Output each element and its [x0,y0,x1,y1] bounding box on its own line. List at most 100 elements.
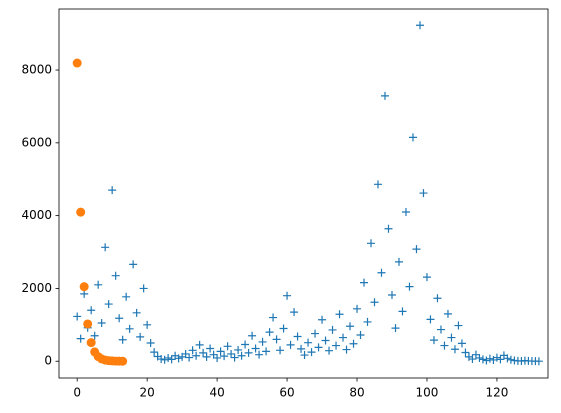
plus-marker [381,91,389,100]
plus-marker [185,353,194,362]
plus-marker [160,355,169,364]
plus-marker [419,189,428,198]
plus-marker [213,353,222,362]
plus-marker [429,336,438,345]
y-tick-label: 2000 [21,281,52,295]
plus-marker [104,300,113,309]
x-tick-label: 40 [209,386,224,400]
plus-marker [408,133,417,142]
circle-marker [79,282,89,292]
plus-marker [115,314,124,323]
plus-marker [283,291,292,300]
circle-marker [86,338,96,348]
plus-marker [237,351,246,360]
y-tick-label: 0 [44,354,52,368]
plus-marker [279,324,288,333]
plus-marker [174,354,183,363]
plus-marker [216,347,225,356]
plus-marker [220,352,229,361]
plus-marker [475,353,484,362]
plus-marker [471,350,480,359]
plus-marker [108,186,117,195]
plus-marker [290,308,299,317]
plus-marker [202,352,211,361]
plus-marker [405,282,414,291]
plus-marker [192,351,201,360]
plus-marker [206,344,215,353]
plus-marker [118,335,127,344]
plus-marker [293,332,302,341]
plus-marker [230,353,239,362]
plus-marker [311,329,320,338]
plus-marker [436,325,445,334]
plus-marker [269,313,278,322]
plus-marker [132,308,141,317]
x-tick-label: 60 [279,386,294,400]
plus-marker [377,268,386,277]
plus-marker [150,348,159,357]
plus-marker [276,346,285,355]
plus-marker [125,324,134,333]
plus-marker [265,328,274,337]
plus-marker [339,333,348,342]
plus-marker [391,324,400,333]
plus-marker [447,333,456,342]
plus-marker [415,21,424,30]
plus-marker [136,332,145,341]
plus-marker [251,344,260,353]
plus-marker [304,338,313,347]
plus-marker [394,257,403,266]
plus-marker [73,312,82,321]
plus-marker [440,341,449,350]
plus-marker [286,340,295,349]
plus-marker [360,278,369,287]
plus-marker [244,348,253,357]
circle-marker [72,58,82,68]
plus-marker [297,344,306,353]
y-tick-label: 4000 [21,208,52,222]
plus-marker [80,289,89,298]
plus-marker [234,345,243,354]
plus-marker [139,284,148,293]
plus-marker [87,306,96,315]
plus-marker [164,353,173,362]
plus-marker [255,350,264,359]
plus-marker [496,355,505,364]
plus-marker [332,341,341,350]
plus-marker [422,273,431,282]
plus-marker [443,309,452,318]
plus-marker [426,315,435,324]
plus-marker [328,325,337,334]
plus-marker [199,348,208,357]
plus-marker [111,271,120,280]
plus-marker [367,239,376,248]
plus-marker [461,348,470,357]
plus-marker [143,320,152,329]
plus-marker [412,245,421,254]
plus-marker [227,349,236,358]
plus-marker [457,339,466,348]
plus-marker [90,331,99,340]
plus-marker [353,304,362,313]
plus-marker [101,243,110,252]
plus-marker [454,321,463,330]
plus-marker [122,292,131,301]
plus-marker [363,317,372,326]
plus-marker [468,355,477,364]
plus-marker [318,315,327,324]
plus-marker [433,294,442,303]
circle-marker [118,356,128,366]
plus-marker [167,355,176,364]
plus-marker [76,334,85,343]
x-tick-label: 80 [349,386,364,400]
plus-marker [97,319,106,328]
plus-marker [325,346,334,355]
plus-marker [492,353,501,362]
x-tick-label: 0 [73,386,81,400]
y-tick-label: 8000 [21,63,52,77]
plus-marker [342,345,351,354]
plot-frame [58,8,549,379]
plus-marker [262,347,271,356]
plus-marker [94,280,103,289]
